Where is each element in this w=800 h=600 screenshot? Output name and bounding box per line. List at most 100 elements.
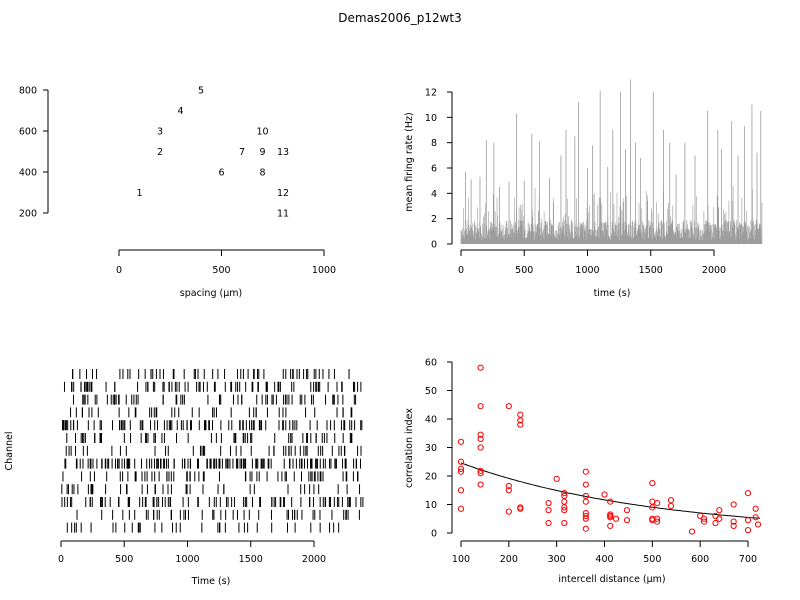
- corr-point: [607, 498, 614, 505]
- corr-point: [582, 509, 589, 517]
- corr-point: [700, 518, 708, 525]
- rate-y-tick-label: 0: [431, 240, 437, 251]
- layout-x-tick-label: 0: [116, 265, 122, 276]
- corr-point: [545, 519, 552, 527]
- corr-point: [744, 490, 752, 497]
- rate-x-axis: 0 500 1000 1500 2000: [458, 249, 726, 276]
- rate-x-tick-label: 500: [515, 265, 533, 276]
- corr-y-tick-label: 0: [431, 529, 437, 540]
- electrode-label: 7: [239, 147, 245, 158]
- corr-point: [477, 435, 484, 443]
- corr-point: [716, 515, 723, 522]
- rate-y-label: mean firing rate (Hz): [404, 112, 415, 211]
- corr-point: [457, 505, 465, 512]
- figure-title: Demas2006_p12wt3: [338, 11, 462, 25]
- corr-point: [712, 512, 719, 520]
- rate-y-tick-label: 10: [425, 113, 437, 124]
- electrode-label: 9: [259, 147, 265, 158]
- rate-x-tick-label: 1500: [639, 265, 663, 276]
- layout-y-tick-label: 200: [19, 209, 37, 220]
- rate-y-tick-label: 12: [425, 88, 437, 99]
- layout-y-tick-label: 600: [19, 127, 37, 138]
- layout-x-tick-label: 1000: [312, 265, 336, 276]
- corr-point: [716, 507, 723, 514]
- corr-point: [561, 490, 568, 497]
- raster-x-tick-label: 2000: [302, 554, 326, 565]
- corr-y-label: correlation index: [404, 408, 415, 488]
- raster-x-tick-label: 500: [115, 554, 133, 565]
- panel-correlation: 0 10 20 30 40 50 60 100 200 300 400 500 600 700 inte…: [404, 358, 762, 585]
- corr-y-tick-label: 30: [425, 443, 437, 454]
- corr-point: [553, 475, 560, 482]
- corr-point: [517, 417, 524, 424]
- layout-y-tick-label: 800: [19, 86, 37, 97]
- corr-point: [477, 470, 484, 477]
- corr-point: [477, 364, 484, 371]
- corr-point: [752, 505, 759, 512]
- corr-point: [649, 480, 656, 487]
- electrode-label: 11: [277, 209, 289, 220]
- corr-point: [752, 514, 759, 521]
- corr-x-tick-label: 200: [500, 554, 518, 565]
- layout-x-axis: 0 500 1000: [116, 249, 336, 276]
- corr-y-tick-label: 20: [425, 472, 437, 483]
- corr-point: [545, 499, 552, 507]
- corr-point: [457, 458, 465, 465]
- corr-point: [649, 504, 656, 511]
- corr-point: [582, 481, 589, 488]
- layout-y-tick-label: 400: [19, 168, 37, 179]
- layout-x-label: spacing (µm): [180, 288, 242, 299]
- corr-point: [561, 504, 568, 511]
- corr-point: [623, 507, 631, 514]
- layout-x-tick-label: 500: [212, 265, 230, 276]
- corr-point: [457, 487, 465, 494]
- corr-point: [517, 421, 524, 428]
- corr-x-tick-label: 500: [643, 554, 661, 565]
- corr-point: [744, 527, 752, 534]
- corr-point: [712, 519, 719, 527]
- rate-y-tick-label: 4: [431, 189, 437, 200]
- electrode-label: 8: [259, 168, 265, 179]
- electrode-label: 6: [218, 168, 224, 179]
- electrode-label: 3: [157, 127, 163, 138]
- rate-y-tick-label: 8: [431, 138, 437, 149]
- raster-x-label: Time (s): [191, 576, 231, 587]
- corr-y-axis: 0 10 20 30 40 50 60: [425, 358, 453, 540]
- corr-point: [477, 403, 484, 410]
- corr-x-tick-label: 300: [548, 554, 566, 565]
- electrode-label: 5: [198, 86, 204, 97]
- corr-point: [688, 528, 696, 535]
- electrode-label: 13: [277, 147, 289, 158]
- corr-point: [654, 518, 661, 525]
- corr-point: [505, 487, 512, 494]
- corr-point: [561, 507, 568, 514]
- corr-point: [667, 502, 675, 510]
- corr-point: [582, 468, 589, 475]
- corr-point: [457, 438, 465, 445]
- corr-x-tick-label: 100: [452, 554, 470, 565]
- corr-point: [457, 465, 465, 472]
- corr-x-tick-label: 400: [595, 554, 613, 565]
- rate-x-tick-label: 0: [458, 265, 464, 276]
- corr-point: [623, 517, 631, 524]
- corr-x-axis: 100 200 300 400 500 600 700: [452, 540, 757, 565]
- electrode-label: 4: [177, 106, 183, 117]
- corr-point: [582, 512, 589, 520]
- corr-point: [582, 525, 589, 532]
- rate-x-label: time (s): [594, 288, 631, 299]
- layout-y-axis: 200 400 600 800: [19, 86, 49, 220]
- corr-point: [477, 444, 484, 451]
- rate-y-axis: 0 2 4 6 8 10 12: [425, 88, 453, 251]
- corr-point: [457, 468, 465, 475]
- corr-point: [607, 522, 614, 529]
- corr-point: [667, 497, 675, 504]
- rate-y-tick-label: 2: [431, 214, 437, 225]
- corr-point: [545, 507, 552, 514]
- raster-x-axis: 0 500 1000 1500 2000: [58, 540, 326, 565]
- corr-point: [607, 514, 614, 521]
- corr-point: [505, 508, 512, 515]
- corr-y-tick-label: 50: [425, 386, 437, 397]
- raster-x-tick-label: 0: [58, 554, 64, 565]
- corr-y-tick-label: 40: [425, 415, 437, 426]
